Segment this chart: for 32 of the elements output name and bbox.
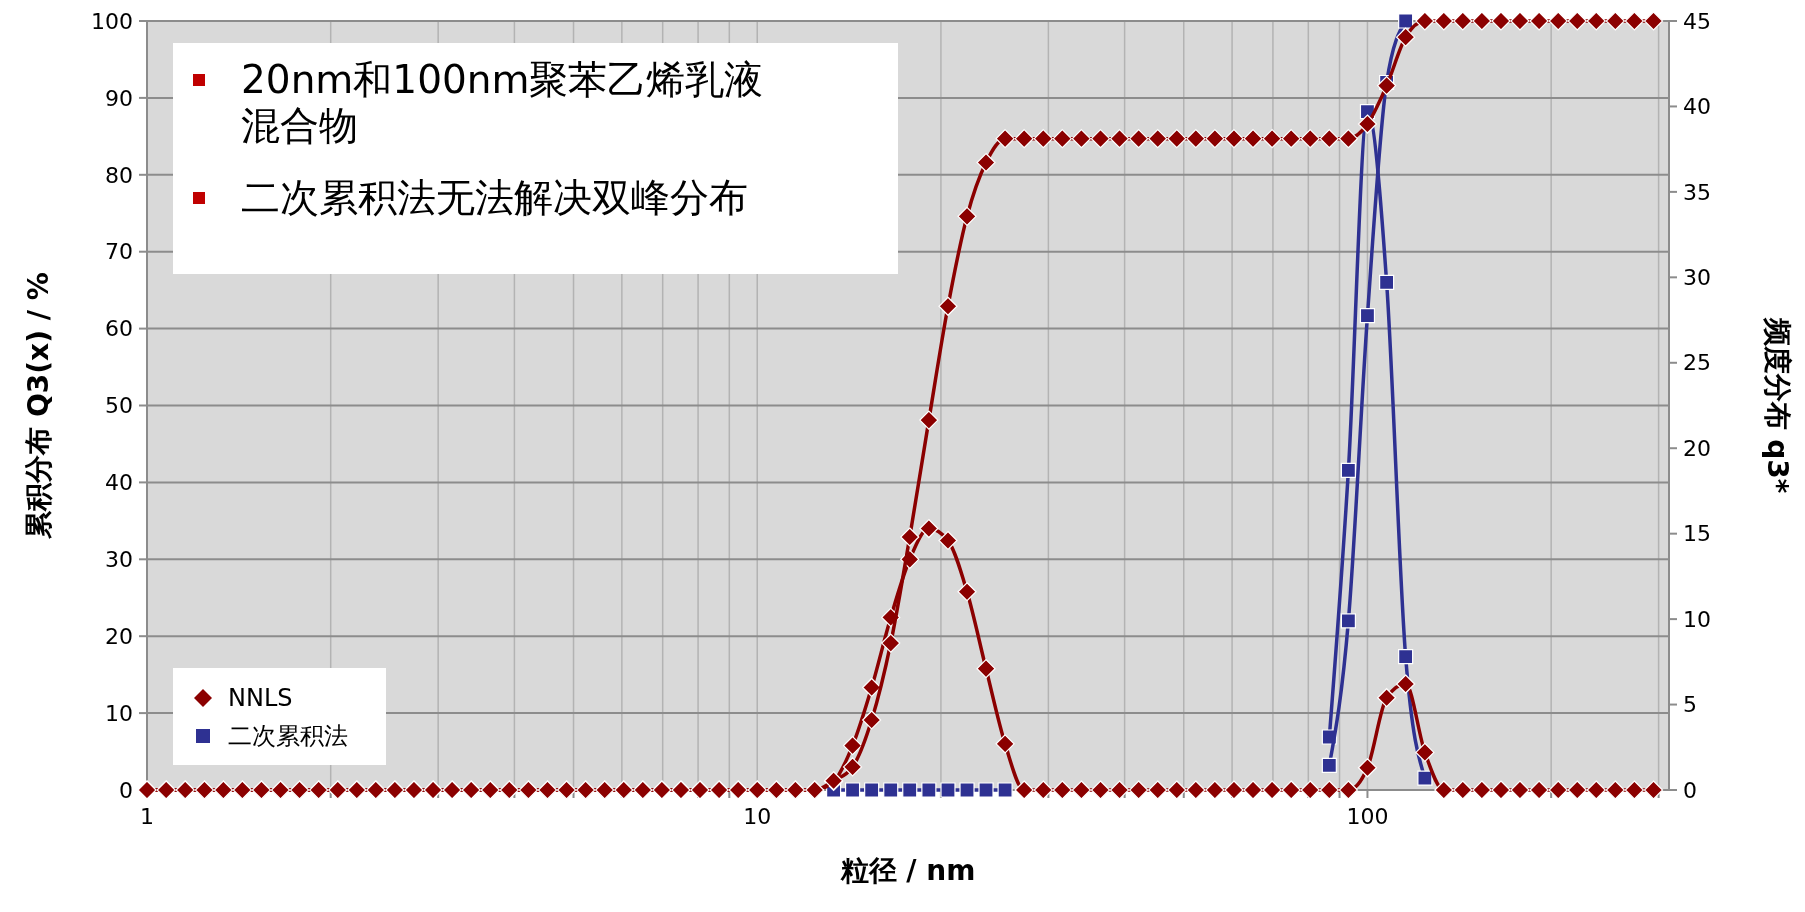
y-tick-label: 20: [105, 623, 133, 649]
y2-axis-title: 频度分布 q3*: [1761, 316, 1794, 494]
y2-tick-label: 15: [1683, 521, 1711, 547]
y2-tick-label: 25: [1683, 350, 1711, 376]
y2-tick-label: 10: [1683, 606, 1711, 632]
y-axis-title: 累积分布 Q3(x) / %: [22, 272, 55, 540]
y-tick-label: 80: [105, 162, 133, 188]
annotation: 20nm和100nm聚苯乙烯乳液混合物: [241, 57, 765, 149]
y-tick-label: 10: [105, 700, 133, 726]
y-tick-label: 50: [105, 393, 133, 419]
legend-label: 二次累积法: [228, 722, 348, 751]
y-tick-label: 60: [105, 316, 133, 342]
y-tick-label: 30: [105, 547, 133, 572]
y-tick-label: 100: [91, 8, 133, 34]
annotation: 二次累积法无法解决双峰分布: [241, 175, 749, 221]
legend-label: NNLS: [228, 684, 293, 713]
y2-tick-label: 45: [1683, 8, 1711, 34]
x-tick-label: 1: [140, 804, 154, 829]
y-tick-label: 70: [105, 239, 133, 265]
x-axis-title: 粒径 / nm: [839, 854, 976, 887]
y2-tick-label: 30: [1683, 265, 1711, 291]
y-tick-label: 0: [119, 777, 133, 803]
y-tick-label: 90: [105, 85, 133, 111]
y2-tick-label: 5: [1683, 692, 1697, 718]
y2-tick-label: 35: [1683, 179, 1711, 205]
text-box: 20nm和100nm聚苯乙烯乳液混合物 二次累积法无法解决双峰分布: [173, 43, 898, 274]
y2-tick-label: 0: [1683, 777, 1697, 803]
x-tick-label: 100: [1346, 804, 1389, 829]
y2-tick-label: 20: [1683, 435, 1711, 461]
x-tick-label: 10: [743, 804, 772, 829]
y2-tick-label: 40: [1683, 94, 1711, 120]
y-tick-label: 40: [105, 470, 133, 496]
